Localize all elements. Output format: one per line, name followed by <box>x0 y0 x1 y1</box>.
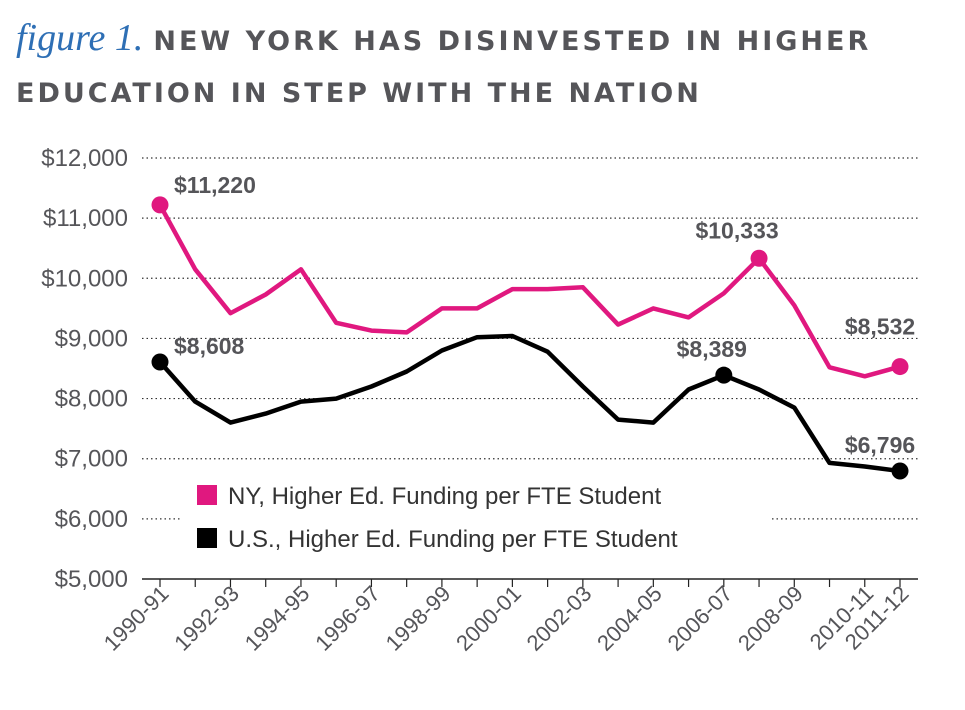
grid-lines <box>142 157 918 520</box>
chart-title: figure 1. NEW YORK HAS DISINVESTED IN HIG… <box>16 10 951 122</box>
series-line-1 <box>157 333 903 474</box>
x-tick-label: 2008-09 <box>733 581 808 656</box>
x-tick-label: 2000-01 <box>451 581 526 656</box>
title-text-1: NEW YORK HAS DISINVESTED IN HIGHER <box>153 26 872 57</box>
y-tick-label: $7,000 <box>55 446 128 473</box>
data-label: $8,608 <box>174 333 245 359</box>
title-line-1: figure 1. NEW YORK HAS DISINVESTED IN HIG… <box>16 10 951 66</box>
legend-swatch <box>197 528 217 548</box>
title-line-2: EDUCATION IN STEP WITH THE NATION <box>16 66 951 122</box>
figure-label: figure 1. <box>16 17 144 59</box>
y-tick-label: $8,000 <box>55 386 128 413</box>
data-point-marker <box>151 353 169 371</box>
data-point-marker <box>891 358 909 376</box>
data-label: $8,389 <box>677 336 747 362</box>
x-axis: 1990-911992-931994-951996-971998-992000-… <box>99 578 918 656</box>
x-tick-label: 2006-07 <box>663 581 738 656</box>
y-axis-ticks: $5,000 $6,000 $7,000 $8,000 $9,000 $10,000 $11… <box>41 145 128 593</box>
series-line-0 <box>157 202 903 379</box>
x-tick-label: 2004-05 <box>592 581 667 656</box>
data-point-marker <box>891 462 909 480</box>
data-label: $6,796 <box>845 432 915 458</box>
legend-swatch <box>197 485 217 505</box>
y-tick-label: $12,000 <box>41 145 128 172</box>
x-tick-label: 1996-97 <box>310 581 385 656</box>
title-text-2: EDUCATION IN STEP WITH THE NATION <box>16 78 702 109</box>
x-tick-label: 1994-95 <box>240 581 315 656</box>
data-label: $11,220 <box>174 172 256 198</box>
data-point-marker <box>715 366 733 384</box>
x-tick-label: 1998-99 <box>381 581 456 656</box>
data-label: $8,532 <box>845 314 915 340</box>
legend-label: U.S., Higher Ed. Funding per FTE Student <box>228 526 678 553</box>
x-tick-label: 1992-93 <box>169 581 244 656</box>
data-point-marker <box>750 249 768 267</box>
series-markers: $11,220 $10,333 $8,532 $8,608 $8,389 $6,796 <box>151 172 915 480</box>
y-tick-label: $9,000 <box>55 325 128 352</box>
y-tick-label: $6,000 <box>55 506 128 533</box>
data-point-marker <box>151 196 169 214</box>
y-tick-label: $10,000 <box>41 265 128 292</box>
y-tick-label: $5,000 <box>55 566 128 593</box>
legend-label: NY, Higher Ed. Funding per FTE Student <box>228 483 661 510</box>
y-tick-label: $11,000 <box>43 205 128 232</box>
x-tick-label: 2002-03 <box>522 581 597 656</box>
legend-background <box>180 470 770 562</box>
series-lines <box>157 202 903 474</box>
legend: NY, Higher Ed. Funding per FTE Student U.… <box>180 470 770 562</box>
data-label: $10,333 <box>695 217 778 243</box>
